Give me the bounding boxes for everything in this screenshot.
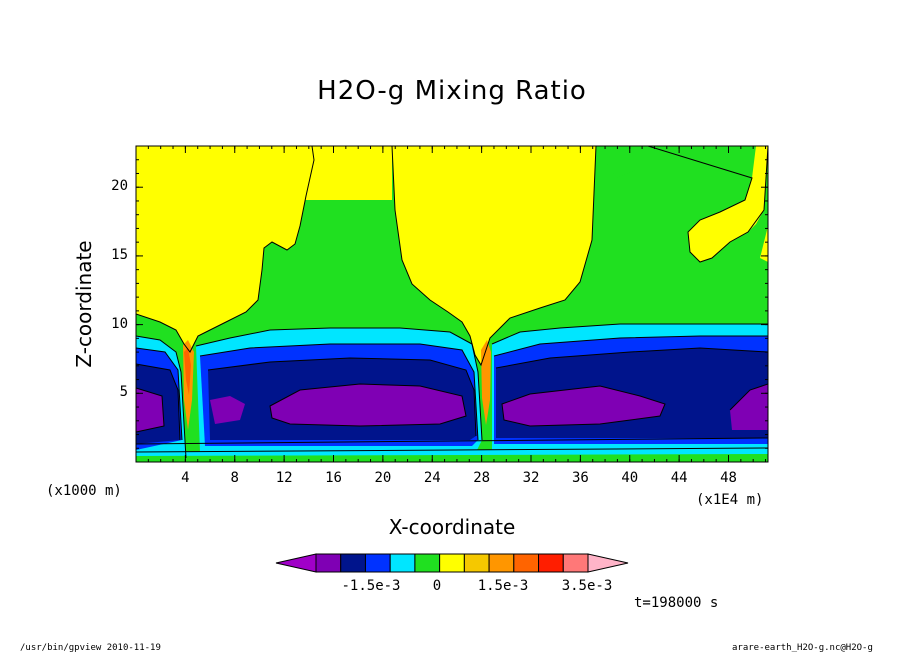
- y-tick-label: 5: [119, 384, 128, 401]
- colorbar-swatch: [538, 553, 564, 573]
- x-scale-label: (x1E4 m): [696, 492, 764, 508]
- colorbar-label: 1.5e-3: [477, 578, 529, 594]
- x-tick-label: 36: [571, 470, 589, 486]
- footer-right: arare-earth_H2O-g.nc@H2O-g: [732, 643, 873, 653]
- y-tick-label: 15: [111, 246, 128, 263]
- colorbar-swatch: [340, 553, 366, 573]
- x-tick-label: 4: [181, 470, 190, 486]
- x-tick-label: 16: [325, 470, 342, 486]
- colorbar-swatch: [488, 553, 515, 573]
- x-tick-label: 20: [374, 470, 392, 486]
- y-tick-label: 10: [111, 315, 128, 332]
- plot-frame: [135, 145, 769, 463]
- x-tick-label: 40: [621, 470, 639, 486]
- x-unit-label: (x1000 m): [46, 483, 122, 499]
- axes: [135, 145, 768, 463]
- colorbar-swatch: [364, 553, 391, 573]
- colorbar-label: -1.5e-3: [341, 578, 401, 594]
- footer-left: /usr/bin/gpview 2010-11-19: [20, 643, 161, 653]
- x-tick-label: 28: [473, 470, 491, 486]
- colorbar-swatch: [439, 553, 465, 573]
- colorbar-label: 3.5e-3: [561, 578, 613, 594]
- time-label: t=198000 s: [634, 595, 719, 611]
- colorbar-right-arrow: [587, 553, 629, 573]
- colorbar-swatch: [562, 553, 589, 573]
- x-tick-label: 44: [670, 470, 688, 486]
- x-tick-label: 24: [423, 470, 441, 486]
- colorbar-swatch: [463, 553, 490, 573]
- colorbar: [275, 553, 629, 573]
- x-tick-label: 12: [275, 470, 293, 486]
- colorbar-swatch: [414, 553, 441, 573]
- colorbar-label: 0: [432, 578, 442, 594]
- x-tick-label: 32: [522, 470, 540, 486]
- contour-field: [136, 146, 768, 462]
- x-axis-label: X-coordinate: [388, 515, 516, 539]
- y-tick-label: 20: [111, 178, 128, 195]
- colorbar-swatch: [389, 553, 416, 573]
- colorbar-swatch: [315, 553, 342, 573]
- x-tick-label: 8: [230, 470, 239, 486]
- x-tick-label: 48: [720, 470, 737, 486]
- colorbar-left-arrow: [275, 553, 317, 573]
- colorbar-swatch: [513, 553, 540, 573]
- chart-title: H2O-g Mixing Ratio: [317, 76, 587, 106]
